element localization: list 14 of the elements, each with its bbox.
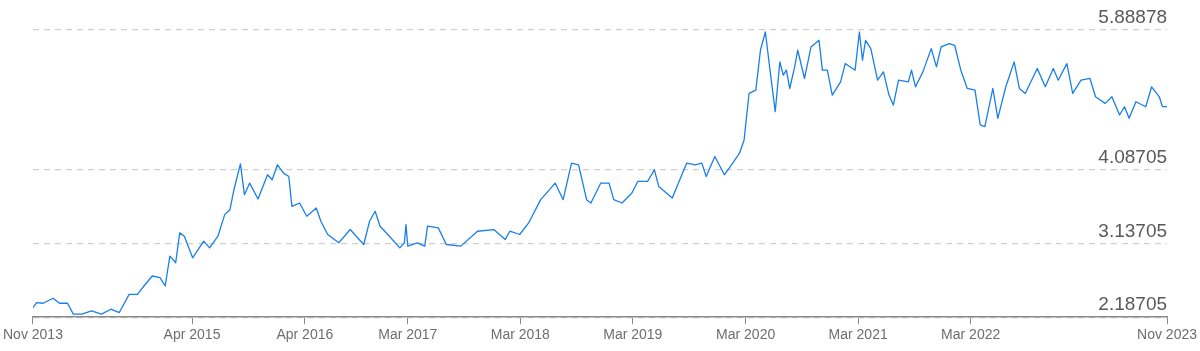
x-tick-label: Mar 2017 xyxy=(378,326,438,343)
y-tick-label: 5.88878 xyxy=(1098,6,1168,28)
y-tick-label: 3.13705 xyxy=(1098,219,1168,241)
x-tick-label: Mar 2019 xyxy=(603,326,663,343)
x-tick-label: Apr 2015 xyxy=(163,326,221,343)
y-tick-label: 2.18705 xyxy=(1098,293,1168,315)
x-tick-label: Nov 2023 xyxy=(1137,326,1198,343)
x-tick-label: Mar 2020 xyxy=(716,326,776,343)
x-tick-label: Mar 2018 xyxy=(490,326,551,343)
x-tick-label: Nov 2013 xyxy=(3,326,64,343)
x-tick-label: Apr 2016 xyxy=(276,326,334,343)
x-tick-label: Mar 2022 xyxy=(941,326,1001,343)
x-tick-label: Mar 2021 xyxy=(828,326,888,343)
y-tick-label: 4.08705 xyxy=(1098,146,1168,168)
